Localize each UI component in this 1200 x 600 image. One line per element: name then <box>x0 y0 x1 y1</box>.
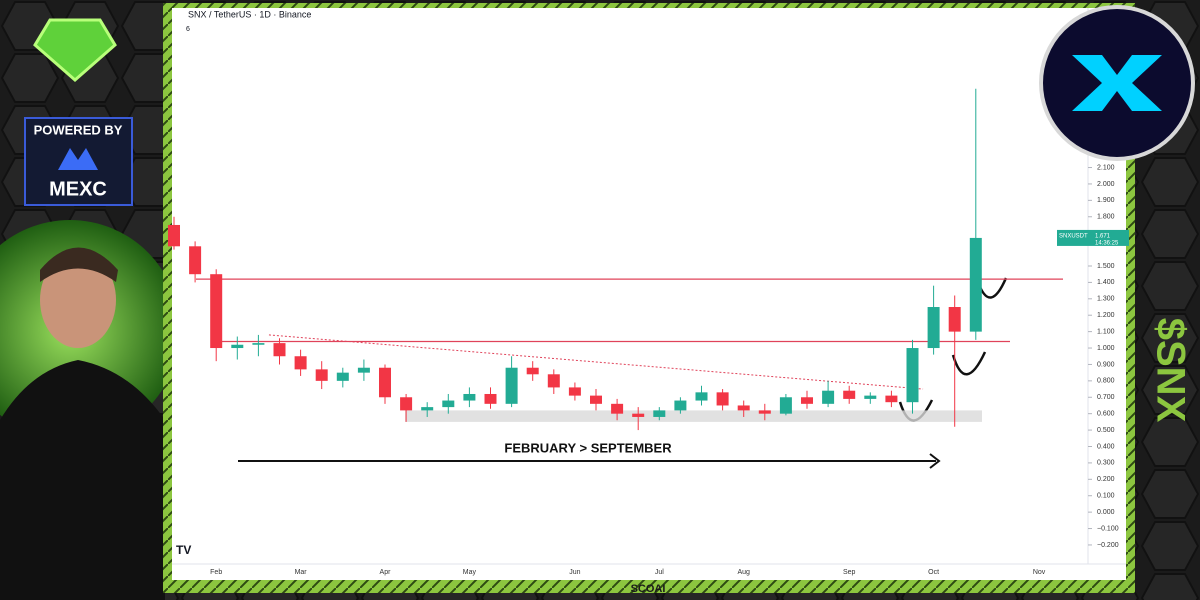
candle-body <box>400 397 413 411</box>
mexc-text: MEXC <box>49 178 107 200</box>
x-tick-label: Aug <box>737 569 750 576</box>
plot: −0.200 −0.100 0.000 0.100 0.200 0.300 0.400 0.5… <box>168 88 1119 576</box>
y-tick-label: 1.800 <box>1097 214 1115 221</box>
trendline <box>268 334 924 390</box>
y-tick-label: 0.900 <box>1097 361 1115 368</box>
y-tick-label: 2.100 <box>1097 164 1115 171</box>
y-tick-label: 0.000 <box>1097 509 1115 516</box>
y-tick-label: 0.500 <box>1097 427 1115 434</box>
candle-body <box>421 407 434 411</box>
y-tick-label: 1.000 <box>1097 345 1115 352</box>
y-tick-label: 0.100 <box>1097 493 1115 500</box>
ticker: $SNX <box>1148 318 1192 423</box>
annotation-text: FEBRUARY > SEPTEMBER <box>504 440 672 455</box>
candle-body <box>294 356 307 370</box>
candle-body <box>357 367 370 373</box>
candle-body <box>273 343 286 357</box>
price-tag-time: 14:36:25 <box>1095 241 1119 247</box>
candle-body <box>463 393 476 401</box>
x-tick-label: Jun <box>569 569 580 576</box>
y-tick-label: −0.200 <box>1097 542 1119 549</box>
x-tick-label: Oct <box>928 569 939 576</box>
y-tick-label: 0.400 <box>1097 443 1115 450</box>
y-tick-label: 1.200 <box>1097 312 1115 319</box>
candle-body <box>885 395 898 403</box>
candle-body <box>379 367 391 398</box>
snx-mark <box>1072 55 1162 111</box>
candle-body <box>716 392 729 406</box>
y-tick-label: 1.900 <box>1097 197 1115 204</box>
candle-body <box>189 246 202 275</box>
candle-body <box>843 390 856 399</box>
price-tag-price: 1.671 <box>1095 234 1111 240</box>
candle-body <box>210 274 223 349</box>
price-tag-symbol: SNXUSDT <box>1059 234 1088 240</box>
candle-body <box>568 387 581 396</box>
chart-pane <box>172 8 1126 580</box>
y-tick-label: 0.700 <box>1097 394 1115 401</box>
y-tick-label: 1.300 <box>1097 296 1115 303</box>
arrow-head <box>929 453 941 469</box>
footer: SCOAI <box>631 583 666 595</box>
powered-by: POWERED BY <box>34 122 123 137</box>
x-tick-label: Sep <box>843 569 856 576</box>
x-tick-label: Nov <box>1033 569 1046 576</box>
candle-body <box>779 397 792 414</box>
candle-body <box>969 237 982 332</box>
candle-body <box>632 413 645 417</box>
candle-body <box>695 392 708 401</box>
y-tick-label: 0.600 <box>1097 411 1115 418</box>
candle-body <box>822 390 835 404</box>
candle-body <box>168 224 180 247</box>
x-tick-label: Mar <box>295 569 308 576</box>
candle-body <box>484 393 497 404</box>
chart-header: SNX / TetherUS · 1D · Binance <box>188 9 311 19</box>
candle-body <box>611 403 624 414</box>
candle-body <box>442 400 455 408</box>
gem-logo <box>33 18 117 82</box>
candle-body <box>653 410 666 417</box>
candle-body <box>864 395 877 399</box>
x-tick-label: May <box>463 569 477 576</box>
candle-body <box>315 369 328 381</box>
y-tick-label: 0.800 <box>1097 378 1115 385</box>
y-tick-label: 2.000 <box>1097 181 1115 188</box>
y-tick-label: 1.500 <box>1097 263 1115 270</box>
y-tick-label: −0.100 <box>1097 525 1119 532</box>
candle-body <box>526 367 539 375</box>
person-body <box>0 360 165 600</box>
mexc-logo <box>58 148 98 170</box>
y-tick-label: 1.400 <box>1097 279 1115 286</box>
x-tick-label: Feb <box>210 569 222 576</box>
y-tick-label: 0.200 <box>1097 476 1115 483</box>
candle-body <box>674 400 687 411</box>
candle-body <box>906 348 919 403</box>
price-tag: SNXUSDT 1.671 14:36:25 <box>1057 229 1129 247</box>
x-tick-label: Jul <box>655 569 664 576</box>
indicator-count: 6 <box>186 26 190 33</box>
candle-body <box>948 307 961 332</box>
candle-body <box>336 372 349 381</box>
candle-body <box>252 343 265 345</box>
x-tick-label: Apr <box>380 569 392 576</box>
candle-body <box>505 367 518 404</box>
curve <box>951 351 987 376</box>
candle-body <box>231 344 244 349</box>
candle-body <box>758 410 771 414</box>
candle-body <box>547 374 560 388</box>
person-hair <box>40 247 118 282</box>
person-head <box>40 252 116 348</box>
candle-body <box>801 397 813 404</box>
price-tag-box <box>1057 229 1129 246</box>
support-zone <box>405 410 982 422</box>
candle-body <box>737 405 750 411</box>
y-tick-label: 0.300 <box>1097 460 1115 467</box>
tv-logo: TV <box>176 543 191 557</box>
candle-body <box>590 395 602 404</box>
y-tick-label: 1.100 <box>1097 328 1115 335</box>
candle-body <box>927 307 940 349</box>
